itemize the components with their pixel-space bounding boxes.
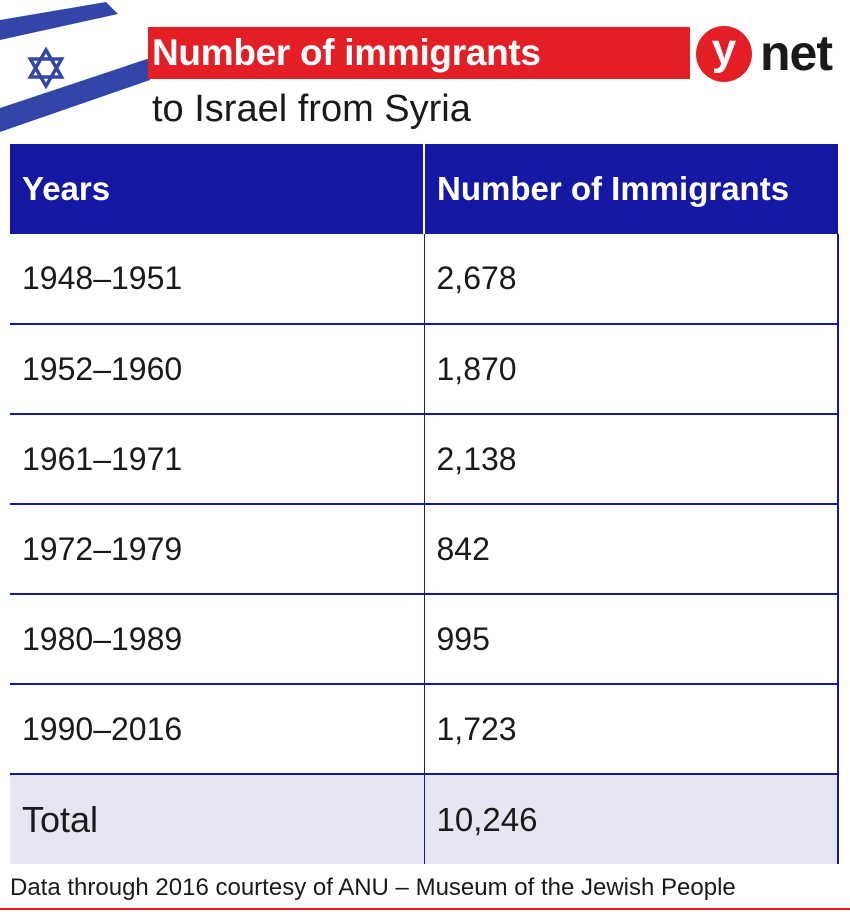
- row-immigrants: 1,723: [424, 684, 839, 775]
- row-years: 1990–2016: [10, 684, 425, 775]
- ynet-logo-net: net: [760, 25, 833, 81]
- bottom-divider: [0, 908, 850, 910]
- row-immigrants: 2,678: [424, 234, 839, 325]
- row-immigrants: 842: [424, 504, 839, 595]
- chart-subtitle: to Israel from Syria: [152, 88, 471, 130]
- total-row: Total 10,246: [10, 774, 839, 864]
- table-row: 1980–1989 995: [10, 594, 839, 685]
- total-label: Total: [10, 774, 425, 864]
- ynet-logo: y net: [694, 22, 844, 84]
- table-row: 1972–1979 842: [10, 504, 839, 595]
- ynet-logo-y: y: [696, 26, 752, 82]
- source-note: Data through 2016 courtesy of ANU – Muse…: [10, 874, 736, 901]
- israel-flag-icon: [0, 0, 150, 140]
- row-years: 1980–1989: [10, 594, 425, 685]
- row-immigrants: 995: [424, 594, 839, 685]
- table-row: 1990–2016 1,723: [10, 684, 839, 775]
- row-immigrants: 1,870: [424, 324, 839, 415]
- immigrants-table: Years Number of Immigrants 1948–1951 2,6…: [10, 144, 839, 864]
- header-number-of-immigrants: Number of Immigrants: [424, 144, 838, 234]
- row-immigrants: 2,138: [424, 414, 839, 505]
- row-years: 1961–1971: [10, 414, 425, 505]
- total-value: 10,246: [424, 774, 839, 864]
- row-years: 1952–1960: [10, 324, 425, 415]
- table-row: 1948–1951 2,678: [10, 234, 839, 325]
- row-years: 1948–1951: [10, 234, 425, 325]
- table-row: 1952–1960 1,870: [10, 324, 839, 415]
- title-banner: [148, 27, 690, 79]
- chart-title: Number of immigrants: [152, 32, 541, 73]
- table-row: 1961–1971 2,138: [10, 414, 839, 505]
- row-years: 1972–1979: [10, 504, 425, 595]
- header-years: Years: [10, 144, 425, 234]
- table-header-row: Years Number of Immigrants: [10, 144, 838, 234]
